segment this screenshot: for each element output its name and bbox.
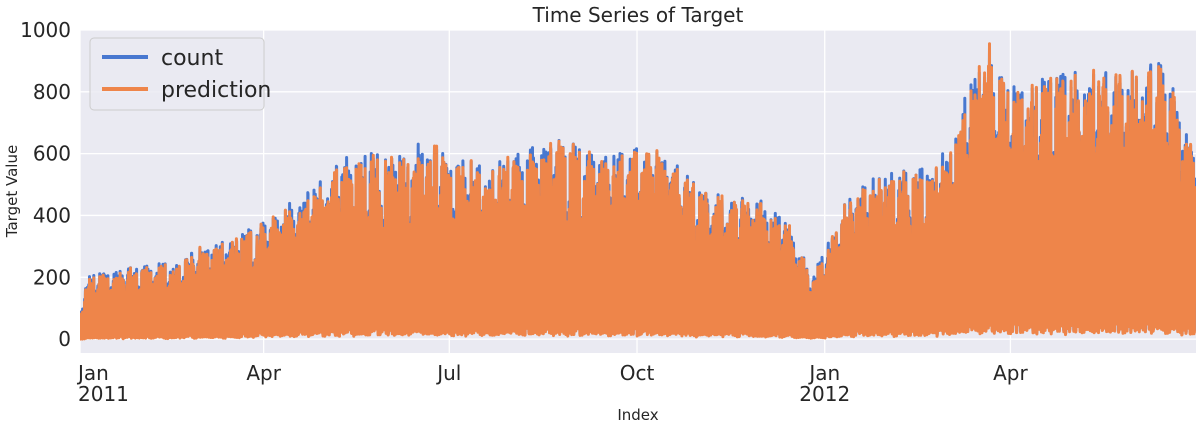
- x-tick-sublabel: 2011: [78, 382, 129, 406]
- y-tick-label: 0: [58, 327, 71, 351]
- x-tick-label: Apr: [993, 361, 1028, 385]
- x-tick-label: Jan: [76, 361, 109, 385]
- y-tick-label: 200: [33, 265, 71, 289]
- x-tick-label: Apr: [246, 361, 281, 385]
- x-tick-label: Jan: [807, 361, 840, 385]
- x-tick-sublabel: 2012: [799, 382, 850, 406]
- x-tick-label: Oct: [620, 361, 655, 385]
- x-tick-label: Jul: [435, 361, 461, 385]
- x-axis-label: Index: [617, 406, 658, 424]
- y-tick-label: 800: [33, 80, 71, 104]
- series-area: [80, 42, 1196, 341]
- chart-title: Time Series of Target: [532, 3, 744, 27]
- legend: count prediction: [89, 37, 271, 111]
- y-tick-label: 1000: [20, 18, 71, 42]
- series-line-prediction: [80, 42, 1196, 341]
- y-tick-label: 400: [33, 203, 71, 227]
- legend-label-count: count: [161, 46, 223, 71]
- y-tick-label: 600: [33, 142, 71, 166]
- y-axis-label: Target Value: [3, 145, 21, 238]
- legend-label-prediction: prediction: [161, 78, 271, 103]
